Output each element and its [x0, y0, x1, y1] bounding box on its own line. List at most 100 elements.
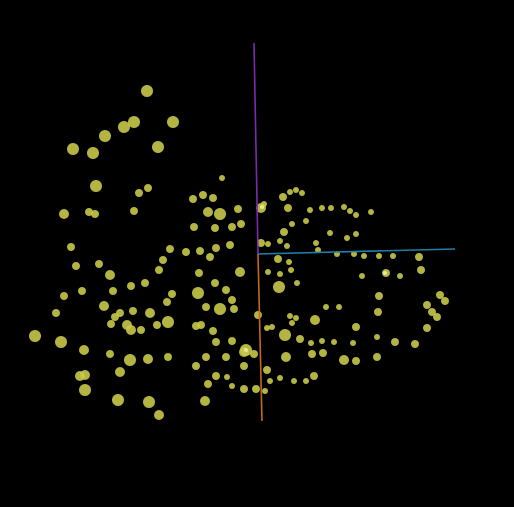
- point-marker: [200, 396, 210, 406]
- axes-gizmo: [253, 42, 456, 422]
- point-marker: [211, 224, 219, 232]
- point-marker: [279, 329, 291, 341]
- point-marker: [95, 260, 103, 268]
- point-marker: [79, 345, 89, 355]
- point-marker: [228, 337, 236, 345]
- point-marker: [390, 253, 396, 259]
- point-marker: [319, 349, 327, 357]
- point-marker: [222, 353, 230, 361]
- point-marker: [279, 193, 287, 201]
- point-marker: [287, 313, 293, 319]
- point-marker: [375, 292, 383, 300]
- y-axis-line: [253, 42, 259, 255]
- point-marker: [162, 316, 174, 328]
- point-marker: [192, 322, 200, 330]
- point-marker: [328, 205, 334, 211]
- point-marker: [144, 184, 152, 192]
- point-marker: [347, 208, 353, 214]
- point-marker: [353, 231, 359, 237]
- point-marker: [289, 221, 295, 227]
- point-marker: [265, 269, 271, 275]
- point-marker: [294, 280, 300, 286]
- point-marker: [315, 247, 321, 253]
- point-marker: [433, 313, 441, 321]
- point-marker: [189, 195, 197, 203]
- point-marker: [135, 189, 143, 197]
- point-marker: [374, 334, 380, 340]
- point-marker: [124, 354, 136, 366]
- point-marker: [195, 269, 203, 277]
- point-marker: [60, 292, 68, 300]
- point-marker: [240, 362, 248, 370]
- point-marker: [240, 385, 248, 393]
- point-marker: [376, 253, 382, 259]
- point-marker: [67, 143, 79, 155]
- point-marker: [351, 251, 357, 257]
- point-marker: [99, 130, 111, 142]
- point-marker: [415, 253, 423, 261]
- point-marker: [359, 273, 365, 279]
- point-marker: [336, 304, 342, 310]
- point-marker: [341, 204, 347, 210]
- point-marker: [79, 384, 91, 396]
- point-marker: [153, 321, 161, 329]
- point-highlight: [260, 205, 264, 209]
- point-highlight: [244, 348, 248, 352]
- point-marker: [159, 256, 167, 264]
- point-marker: [196, 247, 204, 255]
- point-marker: [72, 262, 80, 270]
- point-marker: [182, 248, 190, 256]
- point-marker: [284, 243, 290, 249]
- point-marker: [214, 208, 226, 220]
- point-marker: [141, 85, 153, 97]
- point-marker: [229, 383, 235, 389]
- point-marker: [352, 323, 360, 331]
- point-marker: [273, 281, 285, 293]
- point-marker: [308, 340, 314, 346]
- point-marker: [143, 354, 153, 364]
- point-marker: [52, 309, 60, 317]
- point-marker: [265, 241, 271, 247]
- point-marker: [109, 287, 117, 295]
- point-marker: [226, 241, 234, 249]
- point-marker: [277, 271, 283, 277]
- point-marker: [211, 279, 219, 287]
- point-marker: [145, 308, 155, 318]
- point-marker: [274, 255, 282, 263]
- point-marker: [397, 273, 403, 279]
- point-marker: [143, 396, 155, 408]
- point-marker: [192, 287, 204, 299]
- point-marker: [105, 270, 115, 280]
- point-marker: [29, 330, 41, 342]
- point-marker: [441, 297, 449, 305]
- point-marker: [164, 353, 172, 361]
- point-marker: [235, 267, 245, 277]
- point-marker: [87, 147, 99, 159]
- point-marker: [199, 191, 207, 199]
- point-marker: [331, 339, 337, 345]
- point-marker: [436, 291, 444, 299]
- point-marker: [391, 338, 399, 346]
- point-marker: [212, 244, 220, 252]
- point-marker: [163, 298, 171, 306]
- point-marker: [126, 325, 136, 335]
- point-marker: [212, 372, 220, 380]
- point-marker: [280, 228, 288, 236]
- point-marker: [111, 313, 119, 321]
- point-marker: [262, 388, 268, 394]
- z-axis-line: [257, 253, 263, 422]
- point-marker: [112, 394, 124, 406]
- point-marker: [202, 353, 210, 361]
- point-marker: [361, 253, 367, 259]
- point-marker: [209, 194, 217, 202]
- point-marker: [190, 223, 198, 231]
- point-marker: [219, 175, 225, 181]
- point-marker: [374, 308, 382, 316]
- point-marker: [99, 301, 109, 311]
- point-marker: [154, 410, 164, 420]
- point-marker: [293, 187, 299, 193]
- point-marker: [224, 374, 230, 380]
- point-marker: [228, 296, 236, 304]
